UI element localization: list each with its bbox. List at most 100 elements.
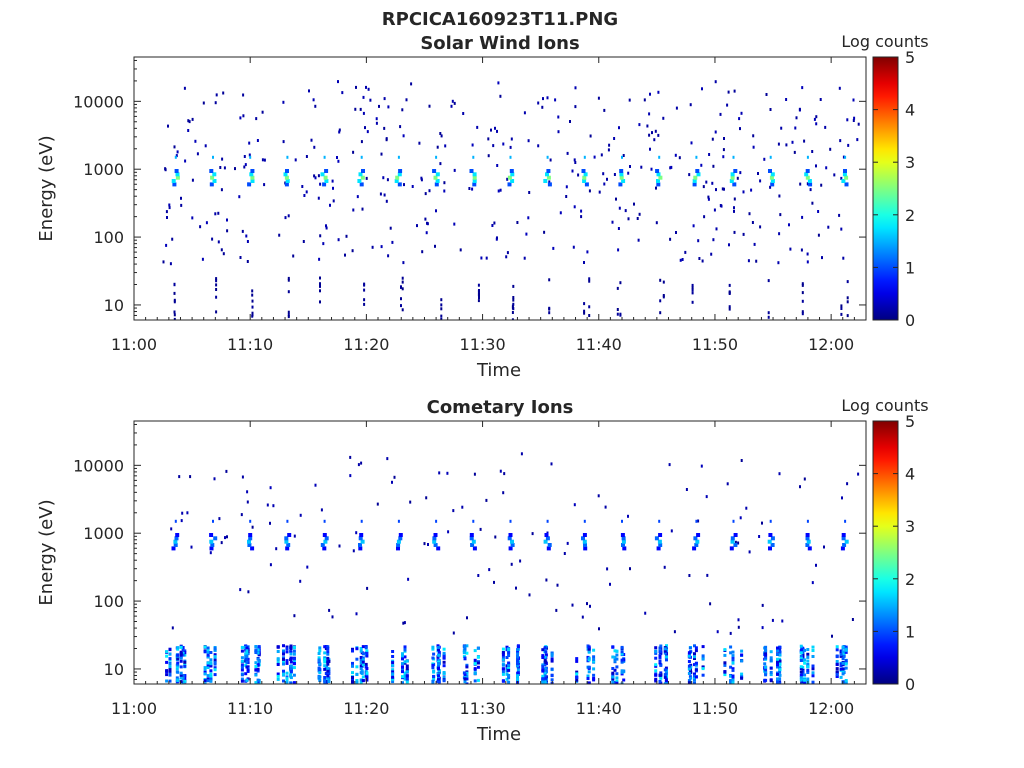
low-energy-cell	[694, 675, 698, 679]
background-count	[452, 631, 455, 635]
low-energy-cell	[203, 666, 207, 670]
background-count	[541, 105, 544, 109]
background-count	[761, 603, 764, 607]
peak-cell	[322, 182, 327, 187]
peak-cell	[770, 179, 775, 183]
low-energy-cell	[405, 669, 409, 673]
background-count	[240, 513, 243, 517]
low-energy-cell	[465, 644, 469, 648]
low-energy-cell	[183, 664, 187, 668]
low-energy-cell	[511, 311, 514, 314]
low-energy-cell	[611, 675, 615, 679]
background-count	[331, 615, 334, 619]
background-count	[239, 256, 242, 259]
plot-frame	[133, 420, 867, 685]
low-energy-cell	[181, 677, 185, 681]
low-energy-cell	[731, 654, 735, 658]
x-tick-label: 11:00	[111, 699, 157, 718]
peak-cell	[546, 169, 551, 173]
low-energy-cell	[658, 656, 662, 660]
peak-cell	[358, 546, 363, 551]
low-energy-cell	[462, 671, 466, 675]
low-energy-cell	[437, 674, 440, 678]
y-tick-label: 100	[93, 228, 124, 247]
low-energy-cell	[323, 660, 327, 664]
low-energy-cell	[516, 654, 519, 658]
peak-cell	[658, 533, 663, 537]
background-count	[609, 582, 611, 586]
background-count	[649, 92, 651, 96]
background-count	[765, 93, 768, 96]
background-count	[608, 143, 611, 147]
low-energy-cell	[544, 650, 548, 654]
low-energy-cell	[359, 664, 363, 668]
peak-cell	[213, 536, 218, 541]
background-count	[637, 238, 640, 242]
low-energy-cell	[473, 679, 477, 683]
low-energy-cell	[463, 645, 467, 649]
low-energy-cell	[687, 664, 691, 668]
peak-cell	[398, 536, 403, 541]
low-energy-cell	[463, 647, 467, 651]
background-count	[759, 179, 762, 183]
background-count	[313, 174, 316, 178]
low-energy-cell	[326, 662, 330, 666]
background-count	[487, 137, 490, 141]
peak-cell	[696, 172, 701, 177]
low-energy-cell	[276, 645, 280, 649]
peak-cell	[695, 519, 698, 523]
peak-cell	[805, 536, 810, 541]
low-energy-cell	[240, 659, 244, 663]
x-tick-label: 11:10	[227, 699, 273, 718]
low-energy-cell	[592, 659, 596, 663]
low-energy-cell	[806, 665, 810, 669]
background-count	[670, 529, 673, 533]
peak-cell	[394, 179, 399, 183]
low-energy-cell	[583, 309, 586, 313]
low-energy-cell	[505, 664, 509, 668]
low-energy-cell	[731, 650, 735, 654]
low-energy-cell	[611, 682, 615, 684]
background-count	[320, 508, 323, 512]
background-count	[499, 94, 502, 98]
peak-cell	[509, 155, 512, 159]
background-count	[494, 126, 496, 130]
low-energy-cell	[165, 660, 169, 664]
low-energy-cell	[806, 671, 810, 674]
peak-cell	[510, 179, 515, 183]
background-count	[857, 122, 860, 126]
low-energy-cell	[206, 677, 210, 681]
background-count	[684, 250, 687, 254]
background-count	[171, 626, 174, 630]
low-energy-cell	[285, 678, 289, 682]
low-energy-cell	[181, 653, 185, 657]
low-energy-cell	[285, 647, 289, 651]
background-count	[607, 148, 610, 152]
low-energy-cell	[401, 675, 404, 679]
low-energy-cell	[687, 654, 691, 658]
low-energy-cell	[839, 667, 843, 671]
low-energy-cell	[583, 311, 586, 315]
background-count	[712, 238, 715, 242]
low-energy-cell	[359, 647, 363, 650]
low-energy-cell	[209, 672, 213, 676]
background-count	[180, 203, 183, 207]
low-energy-cell	[323, 676, 327, 679]
background-count	[779, 213, 782, 217]
low-energy-cell	[550, 659, 554, 663]
background-count	[241, 229, 244, 233]
low-energy-cell	[165, 673, 169, 677]
background-count	[439, 162, 442, 166]
low-energy-cell	[693, 652, 696, 656]
low-energy-cell	[728, 283, 731, 287]
low-energy-cell	[289, 670, 293, 674]
peak-cell	[398, 533, 403, 537]
peak-cell	[396, 539, 401, 544]
low-energy-cell	[391, 680, 395, 684]
low-energy-cell	[616, 312, 619, 316]
low-energy-cell	[583, 302, 586, 306]
background-count	[443, 189, 446, 193]
low-energy-cell	[327, 680, 331, 683]
low-energy-cell	[693, 678, 696, 682]
low-energy-cell	[282, 660, 285, 664]
